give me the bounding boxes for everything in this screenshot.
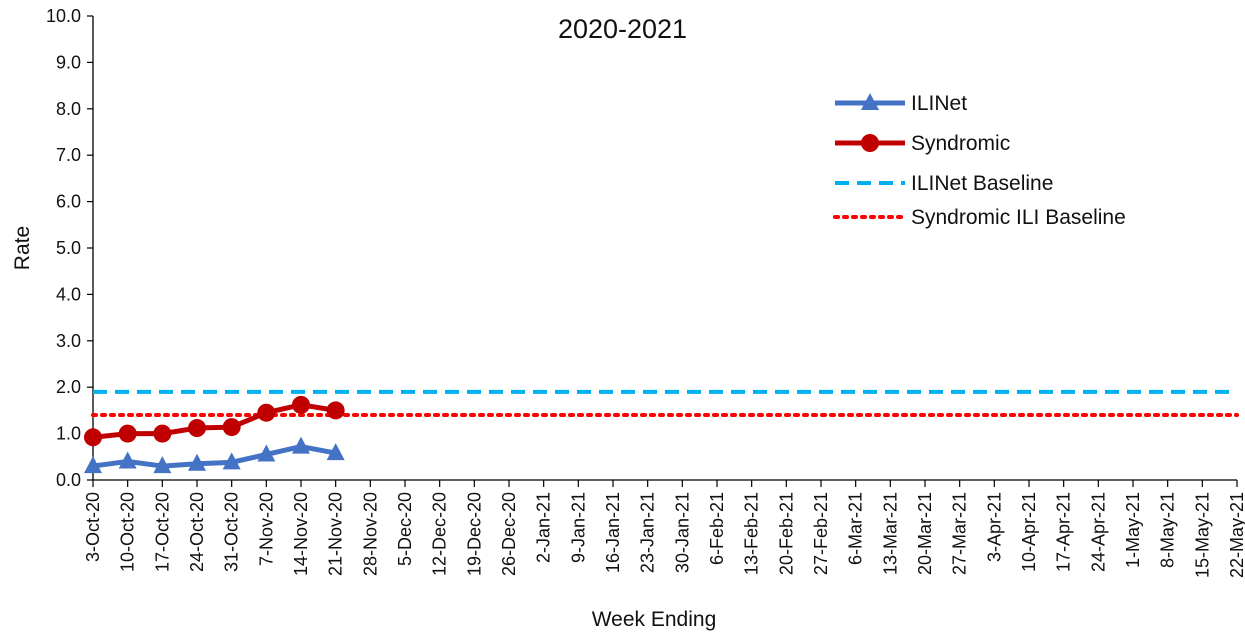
chart-title: 2020-2021 (557, 14, 688, 44)
y-tick-label: 3.0 (56, 331, 81, 351)
x-tick-label: 20-Mar-21 (915, 492, 935, 575)
y-tick-label: 0.0 (56, 470, 81, 490)
y-tick-label: 2.0 (56, 377, 81, 397)
point-syndromic (84, 428, 102, 447)
x-tick-label: 27-Feb-21 (811, 492, 831, 575)
y-tick-label: 7.0 (56, 145, 81, 165)
legend-marker-syndromic (861, 134, 879, 152)
x-tick-label: 21-Nov-20 (326, 492, 346, 576)
x-tick-label: 31-Oct-20 (222, 492, 242, 572)
x-tick-label: 17-Apr-21 (1054, 492, 1074, 572)
x-tick-label: 19-Dec-20 (464, 492, 484, 576)
x-tick-label: 26-Dec-20 (499, 492, 519, 576)
x-tick-label: 20-Feb-21 (776, 492, 796, 575)
y-tick-label: 6.0 (56, 192, 81, 212)
legend-label-ilinet: ILINet (911, 92, 967, 115)
x-tick-label: 6-Mar-21 (846, 492, 866, 565)
x-tick-label: 7-Nov-20 (256, 492, 276, 566)
point-syndromic (257, 403, 276, 422)
x-tick-label: 15-May-21 (1192, 492, 1212, 578)
x-tick-label: 30-Jan-21 (672, 492, 692, 573)
x-tick-label: 3-Apr-21 (984, 492, 1004, 562)
x-tick-label: 12-Dec-20 (430, 492, 450, 576)
point-ilinet (84, 456, 102, 474)
point-syndromic (188, 419, 206, 438)
x-tick-label: 9-Jan-21 (568, 492, 588, 563)
x-tick-label: 16-Jan-21 (603, 492, 623, 573)
point-syndromic (153, 424, 172, 443)
x-tick-label: 5-Dec-20 (395, 492, 415, 566)
point-syndromic (326, 401, 345, 420)
point-syndromic (118, 424, 137, 443)
y-tick-label: 5.0 (56, 238, 81, 258)
point-syndromic (292, 395, 310, 414)
y-tick-label: 8.0 (56, 99, 81, 119)
x-tick-label: 24-Apr-21 (1088, 492, 1108, 572)
point-ilinet (257, 444, 276, 462)
point-ilinet (118, 451, 137, 469)
x-tick-label: 10-Oct-20 (118, 492, 138, 572)
legend-marker-ilinet (861, 93, 879, 110)
x-tick-label: 2-Jan-21 (534, 492, 554, 563)
y-tick-label: 9.0 (56, 52, 81, 72)
point-ilinet (222, 452, 241, 470)
x-tick-label: 17-Oct-20 (152, 492, 172, 572)
y-tick-label: 10.0 (46, 6, 81, 26)
y-tick-label: 4.0 (56, 284, 81, 304)
x-tick-label: 14-Nov-20 (291, 492, 311, 576)
x-tick-label: 28-Nov-20 (360, 492, 380, 576)
legend-label-syndromic: Syndromic (911, 132, 1010, 155)
x-tick-label: 3-Oct-20 (83, 492, 103, 562)
x-tick-label: 22-May-21 (1227, 492, 1245, 578)
x-tick-label: 13-Mar-21 (880, 492, 900, 575)
point-ilinet (153, 456, 172, 474)
y-axis-title: Rate (11, 226, 34, 270)
x-tick-label: 10-Apr-21 (1019, 492, 1039, 572)
x-tick-label: 24-Oct-20 (187, 492, 207, 572)
x-tick-label: 13-Feb-21 (742, 492, 762, 575)
legend-label-syndromic-ili-baseline: Syndromic ILI Baseline (911, 206, 1126, 229)
legend-label-ilinet-baseline: ILINet Baseline (911, 172, 1053, 195)
x-tick-label: 23-Jan-21 (638, 492, 658, 573)
y-tick-label: 1.0 (56, 424, 81, 444)
x-axis-title: Week Ending (592, 608, 717, 631)
x-tick-label: 6-Feb-21 (707, 492, 727, 565)
x-tick-label: 27-Mar-21 (950, 492, 970, 575)
x-tick-label: 1-May-21 (1123, 492, 1143, 568)
x-tick-label: 8-May-21 (1158, 492, 1178, 568)
point-ilinet (326, 443, 345, 461)
point-ilinet (188, 453, 206, 471)
point-ilinet (292, 436, 310, 454)
point-syndromic (222, 418, 241, 437)
